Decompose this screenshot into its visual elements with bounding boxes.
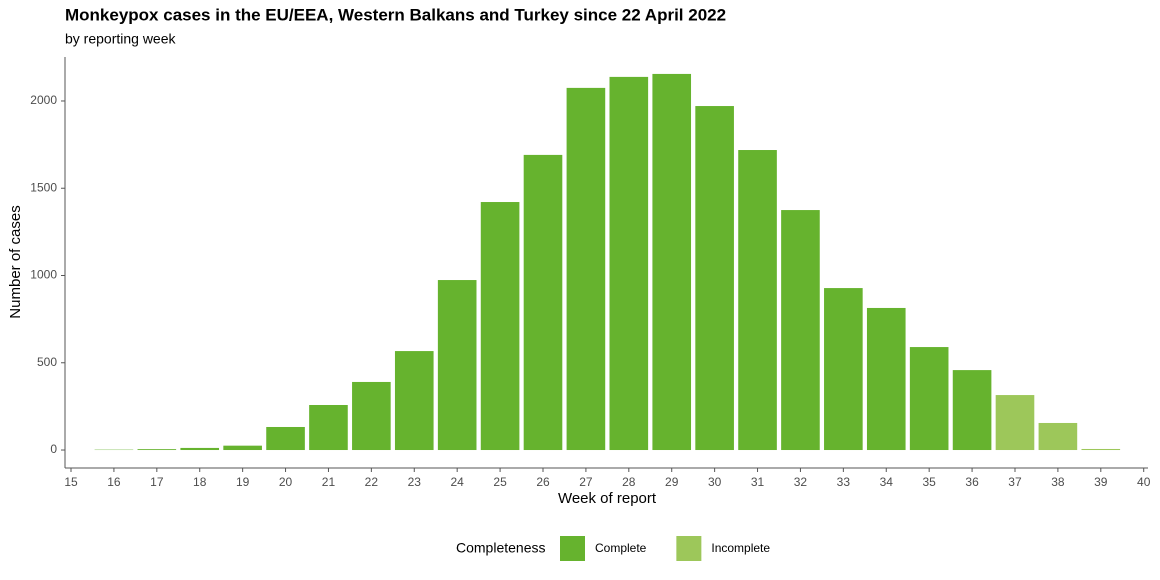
bar bbox=[480, 202, 520, 451]
y-tick-label: 0 bbox=[50, 442, 57, 456]
bar bbox=[695, 106, 734, 451]
x-tick-label: 34 bbox=[880, 475, 894, 489]
x-tick-label: 17 bbox=[150, 475, 164, 489]
legend-label: Incomplete bbox=[711, 541, 770, 555]
x-axis-label: Week of report bbox=[558, 490, 657, 507]
x-tick-label: 21 bbox=[322, 475, 336, 489]
y-tick-label: 2000 bbox=[30, 93, 57, 107]
x-tick-label: 28 bbox=[622, 475, 636, 489]
x-tick-label: 30 bbox=[708, 475, 722, 489]
x-tick-label: 18 bbox=[193, 475, 207, 489]
legend-label: Complete bbox=[595, 541, 647, 555]
x-tick-label: 24 bbox=[451, 475, 465, 489]
x-tick-label: 40 bbox=[1137, 475, 1151, 489]
bar bbox=[738, 150, 777, 451]
x-tick-label: 39 bbox=[1094, 475, 1108, 489]
x-tick-label: 22 bbox=[365, 475, 379, 489]
y-axis-label: Number of cases bbox=[7, 205, 24, 318]
x-tick-label: 37 bbox=[1008, 475, 1022, 489]
x-tick-label: 16 bbox=[107, 475, 121, 489]
y-tick-label: 1500 bbox=[30, 180, 57, 194]
chart-subtitle: by reporting week bbox=[65, 31, 177, 47]
bar bbox=[266, 426, 305, 451]
x-tick-label: 35 bbox=[922, 475, 936, 489]
x-tick-label: 25 bbox=[493, 475, 507, 489]
y-tick-label: 1000 bbox=[30, 268, 57, 282]
x-tick-label: 33 bbox=[837, 475, 851, 489]
bar bbox=[995, 395, 1035, 451]
bar bbox=[609, 76, 649, 451]
bar bbox=[909, 347, 949, 451]
bar bbox=[394, 351, 434, 451]
bar bbox=[437, 280, 477, 451]
bar bbox=[866, 307, 906, 451]
x-tick-label: 27 bbox=[579, 475, 593, 489]
x-tick-label: 19 bbox=[236, 475, 250, 489]
legend-swatch bbox=[676, 536, 702, 561]
x-tick-label: 31 bbox=[751, 475, 765, 489]
legend-title: Completeness bbox=[456, 540, 546, 556]
bar bbox=[309, 404, 348, 451]
bar bbox=[1081, 448, 1121, 451]
x-tick-label: 38 bbox=[1051, 475, 1065, 489]
chart-title: Monkeypox cases in the EU/EEA, Western B… bbox=[65, 5, 726, 24]
legend-swatch bbox=[560, 536, 585, 561]
x-tick-label: 32 bbox=[794, 475, 808, 489]
y-tick-label: 500 bbox=[37, 355, 57, 369]
bar bbox=[781, 210, 820, 451]
bar bbox=[137, 449, 177, 451]
bar bbox=[352, 381, 391, 451]
bar bbox=[652, 73, 692, 451]
x-tick-label: 15 bbox=[64, 475, 78, 489]
bar bbox=[223, 445, 262, 451]
x-tick-label: 29 bbox=[665, 475, 679, 489]
x-tick-label: 26 bbox=[536, 475, 550, 489]
x-tick-label: 20 bbox=[279, 475, 293, 489]
bar bbox=[566, 87, 606, 451]
bar bbox=[952, 370, 992, 451]
x-tick-label: 36 bbox=[965, 475, 979, 489]
bar bbox=[824, 288, 863, 451]
bar bbox=[180, 447, 220, 451]
bar bbox=[523, 154, 563, 451]
x-tick-label: 23 bbox=[408, 475, 422, 489]
bar bbox=[1038, 422, 1078, 451]
